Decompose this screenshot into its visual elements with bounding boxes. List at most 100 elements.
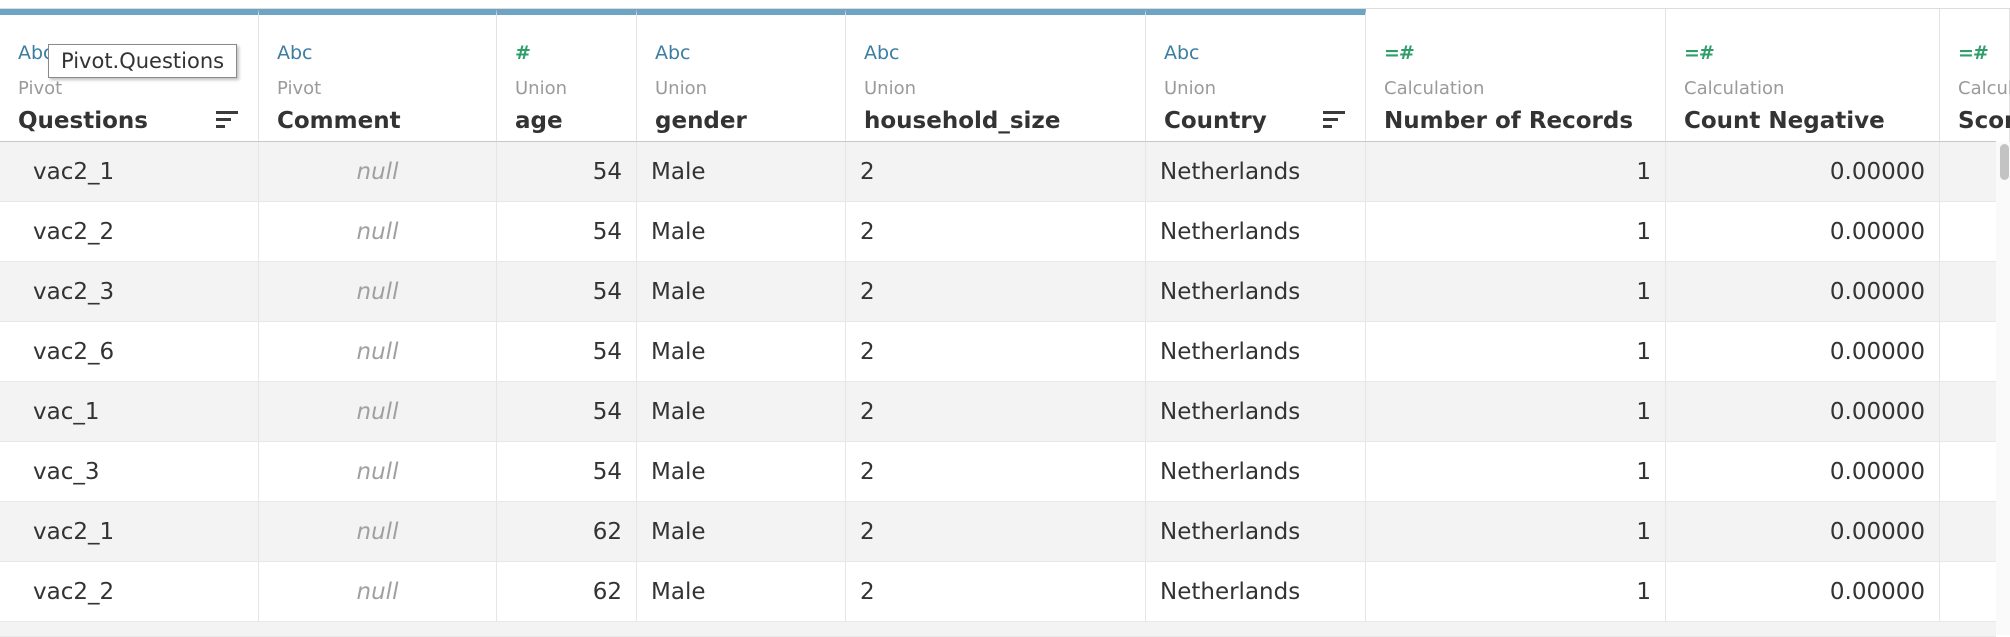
table-cell[interactable]: 54 <box>497 202 637 262</box>
table-cell[interactable]: Netherlands <box>1146 562 1366 622</box>
string-type-icon[interactable]: Abc <box>277 42 313 64</box>
table-cell[interactable]: Male <box>637 202 846 262</box>
table-cell[interactable]: 1 <box>1366 562 1666 622</box>
calculated-number-type-icon[interactable]: =# <box>1684 42 1715 64</box>
sort-icon[interactable] <box>1323 111 1345 131</box>
table-cell[interactable]: vac_1 <box>0 382 259 442</box>
table-row[interactable]: vac2_6 null 54 Male 2 Netherlands 1 0.00000 <box>0 322 2010 382</box>
table-cell[interactable]: vac2_1 <box>0 142 259 202</box>
table-cell[interactable]: 2 <box>846 322 1146 382</box>
string-type-icon[interactable]: Abc <box>1164 42 1200 64</box>
vertical-scrollbar-track[interactable] <box>1996 142 2010 635</box>
table-cell[interactable]: 1 <box>1366 502 1666 562</box>
table-cell[interactable]: null <box>259 562 497 622</box>
table-cell[interactable]: null <box>259 202 497 262</box>
table-cell[interactable]: null <box>259 502 497 562</box>
table-row[interactable]: vac_3 null 54 Male 2 Netherlands 1 0.00000 <box>0 442 2010 502</box>
table-cell[interactable]: null <box>259 322 497 382</box>
table-cell[interactable]: Male <box>637 502 846 562</box>
table-cell[interactable]: Male <box>637 142 846 202</box>
table-cell[interactable]: Netherlands <box>1146 502 1366 562</box>
table-cell[interactable]: 2 <box>846 202 1146 262</box>
table-cell[interactable]: Netherlands <box>1146 262 1366 322</box>
column-name-label: age <box>515 108 563 134</box>
table-cell[interactable]: 0.00000 <box>1666 142 1940 202</box>
table-cell[interactable]: Male <box>637 382 846 442</box>
table-row[interactable]: vac_1 null 54 Male 2 Netherlands 1 0.00000 <box>0 382 2010 442</box>
table-cell[interactable]: vac2_1 <box>0 502 259 562</box>
table-cell[interactable]: 2 <box>846 502 1146 562</box>
string-type-icon[interactable]: Abc <box>864 42 900 64</box>
table-cell[interactable]: 2 <box>846 562 1146 622</box>
column-header-household-size[interactable]: Abc Union household_size <box>846 9 1146 142</box>
table-cell[interactable]: Netherlands <box>1146 202 1366 262</box>
column-name-label: Scor <box>1958 108 2010 134</box>
table-cell[interactable]: 1 <box>1366 322 1666 382</box>
table-cell[interactable]: vac2_2 <box>0 202 259 262</box>
table-cell[interactable]: 2 <box>846 262 1146 322</box>
table-cell[interactable]: 54 <box>497 142 637 202</box>
table-cell[interactable]: null <box>259 442 497 502</box>
table-cell[interactable]: null <box>259 142 497 202</box>
table-cell[interactable]: 62 <box>497 502 637 562</box>
table-cell[interactable]: 0.00000 <box>1666 562 1940 622</box>
string-type-icon[interactable]: Abc <box>655 42 691 64</box>
sort-icon[interactable] <box>216 111 238 131</box>
table-cell[interactable]: Netherlands <box>1146 382 1366 442</box>
table-cell[interactable]: 1 <box>1366 382 1666 442</box>
column-name-label: Number of Records <box>1384 108 1634 134</box>
table-cell[interactable]: 1 <box>1366 202 1666 262</box>
table-cell[interactable]: 54 <box>497 262 637 322</box>
table-cell[interactable]: vac2_6 <box>0 322 259 382</box>
table-cell[interactable]: 0.00000 <box>1666 202 1940 262</box>
vertical-scrollbar-thumb[interactable] <box>2000 144 2009 180</box>
column-header-scor[interactable]: =# Calcula Scor <box>1940 9 2010 142</box>
column-header-country[interactable]: Abc Union Country <box>1146 9 1366 142</box>
table-cell[interactable]: 0.00000 <box>1666 382 1940 442</box>
table-cell[interactable]: 54 <box>497 442 637 502</box>
table-row[interactable]: vac2_1 null 54 Male 2 Netherlands 1 0.00000 <box>0 142 2010 202</box>
table-cell[interactable]: 1 <box>1366 442 1666 502</box>
table-row[interactable]: vac2_2 null 54 Male 2 Netherlands 1 0.00000 <box>0 202 2010 262</box>
column-header-number-of-records[interactable]: =# Calculation Number of Records <box>1366 9 1666 142</box>
calculated-number-type-icon[interactable]: =# <box>1958 42 1989 64</box>
table-cell[interactable]: 2 <box>846 142 1146 202</box>
table-cell[interactable]: null <box>259 382 497 442</box>
calculated-number-type-icon[interactable]: =# <box>1384 42 1415 64</box>
table-cell[interactable]: vac2_2 <box>0 562 259 622</box>
table-cell[interactable]: 62 <box>497 562 637 622</box>
table-cell[interactable]: null <box>259 262 497 322</box>
string-type-icon[interactable]: Abc <box>18 42 54 64</box>
table-cell[interactable]: 54 <box>497 382 637 442</box>
table-cell[interactable]: Male <box>637 442 846 502</box>
column-header-count-negative[interactable]: =# Calculation Count Negative <box>1666 9 1940 142</box>
column-source-label: Union <box>655 78 708 99</box>
table-cell[interactable]: 2 <box>846 382 1146 442</box>
table-cell[interactable]: 54 <box>497 322 637 382</box>
table-cell[interactable]: Male <box>637 562 846 622</box>
table-cell[interactable]: 0.00000 <box>1666 442 1940 502</box>
column-header-comment[interactable]: Abc Pivot Comment <box>259 9 497 142</box>
table-cell[interactable]: Male <box>637 262 846 322</box>
table-cell[interactable]: 1 <box>1366 142 1666 202</box>
table-cell[interactable]: vac2_3 <box>0 262 259 322</box>
grid-top-border <box>0 8 2010 9</box>
table-cell[interactable]: 0.00000 <box>1666 502 1940 562</box>
number-type-icon[interactable]: # <box>515 42 531 64</box>
column-name-label: Count Negative <box>1684 108 1885 134</box>
table-cell[interactable]: Male <box>637 322 846 382</box>
table-row[interactable]: vac2_3 null 54 Male 2 Netherlands 1 0.00000 <box>0 262 2010 322</box>
table-row[interactable]: vac2_2 null 62 Male 2 Netherlands 1 0.00000 <box>0 562 2010 622</box>
column-header-age[interactable]: # Union age <box>497 9 637 142</box>
table-cell[interactable]: Netherlands <box>1146 442 1366 502</box>
table-cell[interactable]: vac_3 <box>0 442 259 502</box>
column-header-gender[interactable]: Abc Union gender <box>637 9 846 142</box>
table-row[interactable]: vac2_1 null 62 Male 2 Netherlands 1 0.00000 <box>0 502 2010 562</box>
table-cell[interactable]: Netherlands <box>1146 322 1366 382</box>
table-cell[interactable]: 0.00000 <box>1666 262 1940 322</box>
table-cell[interactable]: 2 <box>846 442 1146 502</box>
table-cell[interactable]: Netherlands <box>1146 142 1366 202</box>
table-cell[interactable]: 1 <box>1366 262 1666 322</box>
table-cell[interactable]: 0.00000 <box>1666 322 1940 382</box>
